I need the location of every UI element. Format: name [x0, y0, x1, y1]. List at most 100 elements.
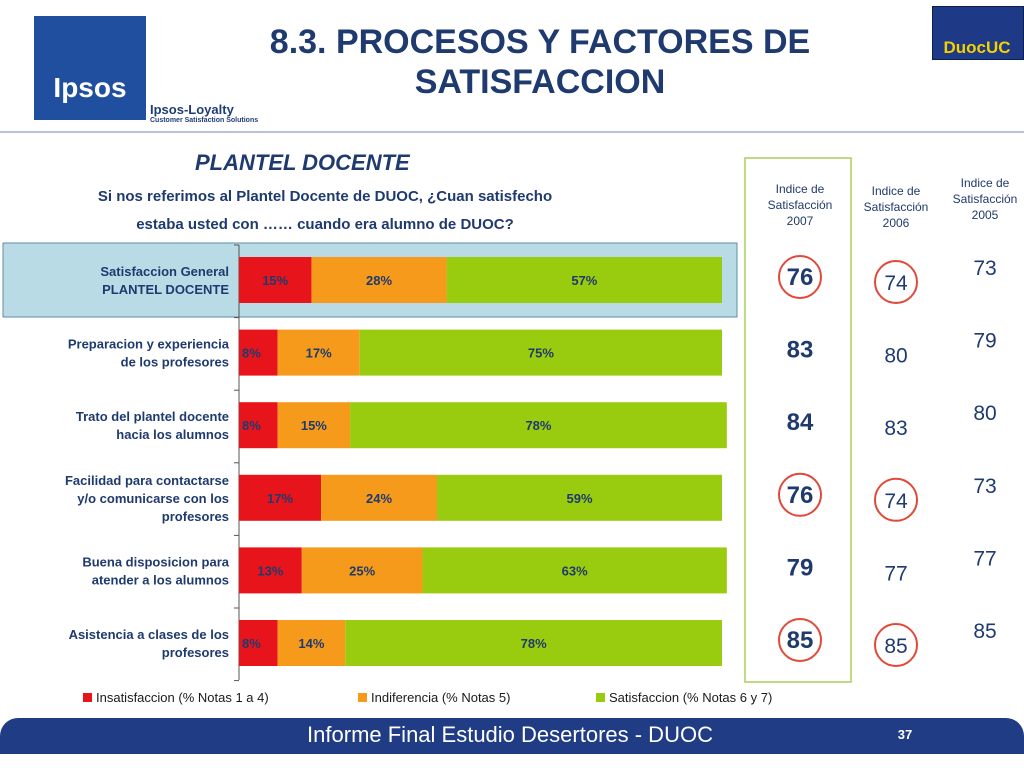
category-label: Facilidad para contactarse	[65, 473, 229, 488]
bar-segment	[239, 620, 278, 666]
bar-value-label: 63%	[562, 563, 588, 578]
bar-value-label: 57%	[571, 273, 597, 288]
bar-segment	[277, 402, 351, 449]
bar-segment	[239, 402, 278, 449]
bar-segment	[239, 329, 278, 376]
bar-value-label: 13%	[257, 563, 283, 578]
index-header-label: Satisfacción	[952, 192, 1018, 206]
index-header-2007: Indice de Satisfacción 2007	[752, 181, 848, 229]
footer-bar	[0, 718, 1024, 754]
bar-segment	[422, 547, 727, 594]
category-label: atender a los alumnos	[92, 572, 229, 587]
index-header-label: Satisfacción	[767, 198, 833, 212]
page-number: 37	[897, 727, 913, 742]
index-circle	[778, 472, 822, 517]
index-header-label: Satisfacción	[863, 200, 929, 214]
index-value: 74	[884, 490, 908, 513]
index-value: 76	[787, 264, 814, 291]
bar-segment	[359, 329, 722, 376]
legend-swatch	[83, 693, 92, 702]
bar-value-label: 15%	[262, 273, 288, 288]
index-circle	[778, 618, 822, 662]
index-value: 84	[787, 409, 814, 436]
index-header-year: 2006	[882, 216, 910, 230]
category-label: Preparacion y experiencia	[68, 337, 230, 352]
loyalty-name: Ipsos-Loyalty	[150, 102, 234, 117]
index-header-label: Indice de	[871, 184, 921, 198]
bar-segment	[277, 620, 346, 666]
index-header-label: Indice de	[775, 182, 825, 196]
category-label: de los profesores	[121, 355, 229, 370]
index-value: 79	[973, 330, 996, 353]
index-circle	[874, 477, 918, 522]
index-value: 85	[884, 635, 907, 658]
bar-segment	[345, 620, 722, 666]
bar-segment	[239, 547, 302, 594]
index-circle	[874, 260, 918, 304]
loyalty-tagline: Customer Satisfaction Solutions	[150, 117, 259, 124]
legend-swatch	[596, 693, 605, 702]
bar-segment	[239, 474, 322, 521]
bar-segment	[311, 257, 447, 303]
index-value: 76	[787, 482, 814, 509]
bar-value-label: 8%	[242, 636, 261, 651]
category-label: profesores	[162, 645, 229, 660]
chart-question-line2: estaba usted con …… cuando era alumno de…	[136, 216, 514, 233]
bar-value-label: 24%	[366, 491, 392, 506]
bar-segment	[301, 547, 423, 594]
bar-value-label: 15%	[301, 418, 327, 433]
category-label: profesores	[162, 509, 229, 524]
index-circle	[778, 255, 822, 299]
bar-value-label: 17%	[267, 491, 293, 506]
bar-value-label: 78%	[521, 636, 547, 651]
bar-value-label: 8%	[242, 418, 261, 433]
bar-value-label: 59%	[566, 491, 592, 506]
bar-segment	[277, 329, 360, 376]
bar-value-label: 75%	[528, 346, 554, 361]
page-title-line1: 8.3. PROCESOS Y FACTORES DE	[269, 23, 811, 61]
index-value: 77	[884, 562, 907, 585]
index-value: 83	[787, 337, 814, 364]
category-label: hacia los alumnos	[116, 427, 229, 442]
page-title-line2: SATISFACCION	[414, 63, 666, 101]
index-value: 80	[973, 402, 996, 425]
bar-value-label: 78%	[525, 418, 551, 433]
bar-segment	[239, 257, 312, 303]
duoc-logo-text: DuocUC	[943, 38, 1011, 57]
index-value: 79	[787, 554, 814, 581]
header-divider	[0, 131, 1024, 133]
index-value: 77	[973, 547, 996, 570]
index-value: 73	[973, 475, 996, 498]
legend-label: Satisfaccion (% Notas 6 y 7)	[609, 690, 772, 705]
bar-segment	[437, 474, 722, 521]
index-header-label: Indice de	[960, 176, 1010, 190]
ipsos-logo-text: Ipsos	[53, 72, 127, 103]
chart-title: PLANTEL DOCENTE	[195, 150, 410, 175]
index-value: 83	[884, 417, 907, 440]
index-header-year: 2007	[786, 214, 814, 228]
index-2007-frame	[744, 157, 852, 683]
index-header-2006: Indice de Satisfacción 2006	[850, 183, 942, 231]
index-value: 73	[973, 257, 996, 280]
ipsos-logo	[34, 16, 146, 120]
legend-label: Indiferencia (% Notas 5)	[371, 690, 510, 705]
index-value: 74	[884, 272, 908, 295]
legend-swatch	[358, 693, 367, 702]
bar-value-label: 17%	[306, 346, 332, 361]
index-header-2005: Indice de Satisfacción 2005	[942, 175, 1024, 223]
chart-question-line1: Si nos referimos al Plantel Docente de D…	[97, 188, 553, 205]
bar-segment	[321, 474, 438, 521]
category-label: Satisfaccion General	[100, 264, 229, 279]
index-value: 85	[973, 620, 996, 643]
bar-value-label: 28%	[366, 273, 392, 288]
category-label: Asistencia a clases de los	[69, 627, 229, 642]
legend-label: Insatisfaccion (% Notas 1 a 4)	[96, 690, 269, 705]
bar-value-label: 8%	[242, 346, 261, 361]
index-value: 85	[787, 627, 814, 654]
index-value: 80	[884, 345, 907, 368]
index-header-year: 2005	[971, 208, 999, 222]
category-label: PLANTEL DOCENTE	[102, 282, 229, 297]
bar-value-label: 25%	[349, 563, 375, 578]
category-label: Buena disposicion para	[82, 554, 229, 569]
